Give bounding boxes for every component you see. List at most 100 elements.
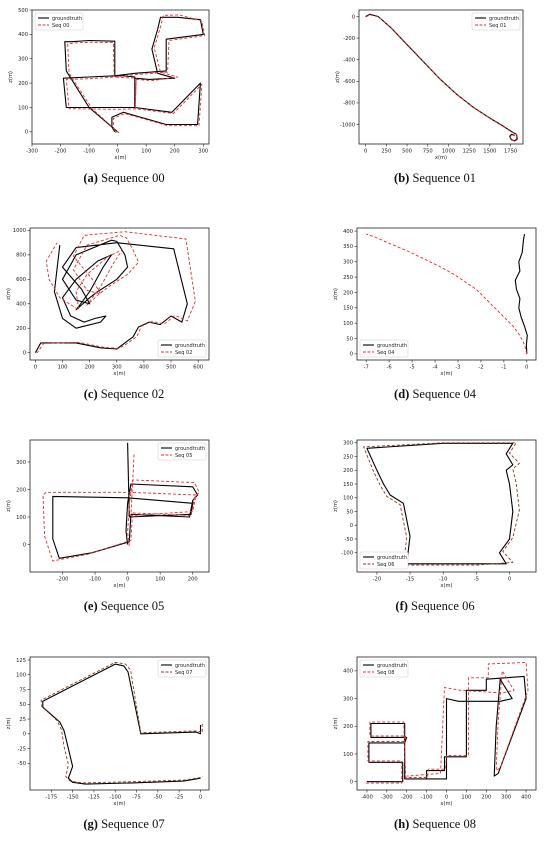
x-tick-label: -200: [401, 795, 413, 801]
x-tick-label: 1750: [504, 149, 517, 155]
y-tick-label: 200: [16, 487, 26, 493]
y-tick-label: 1000: [13, 228, 26, 234]
y-tick-label: -400: [343, 58, 355, 64]
y-tick-label: 200: [343, 724, 353, 730]
x-tick-label: -150: [67, 795, 79, 801]
panel-caption: (g) Sequence 07: [83, 817, 164, 831]
y-tick-label: 300: [343, 260, 353, 266]
x-tick-label: 600: [193, 365, 203, 371]
x-tick-label: -6: [387, 365, 392, 371]
legend-box: [359, 659, 409, 678]
x-tick-label: 1500: [483, 149, 496, 155]
x-tick-label: 200: [481, 795, 491, 801]
x-tick-label: 300: [501, 795, 511, 801]
groundtruth-line: [366, 442, 514, 565]
y-tick-label: 0: [350, 523, 353, 529]
series-group: [365, 662, 529, 784]
caption-label: (d): [394, 387, 409, 401]
legend-label-estimate: Seq 06: [377, 562, 394, 568]
y-tick-label: 300: [343, 441, 353, 447]
x-tick-label: -200: [57, 577, 69, 583]
x-tick-label: 200: [170, 149, 180, 155]
y-tick-label: 75: [19, 687, 26, 693]
x-axis-label: x(m): [440, 371, 452, 377]
x-tick-label: 1250: [463, 149, 476, 155]
y-tick-label: 250: [343, 275, 353, 281]
x-tick-label: 500: [402, 149, 412, 155]
x-tick-label: -50: [154, 795, 162, 801]
y-tick-label: 0: [350, 352, 353, 358]
legend-box: [34, 12, 84, 31]
y-tick-label: 0: [23, 542, 26, 548]
series-group: [34, 231, 196, 354]
x-tick-label: -10: [439, 577, 447, 583]
x-tick-label: -100: [83, 149, 95, 155]
caption-label: (e): [84, 599, 98, 613]
y-tick-label: 200: [16, 326, 26, 332]
y-tick-label: -100: [341, 551, 353, 557]
legend-box: [157, 339, 207, 358]
panel-caption: (f) Sequence 06: [395, 599, 474, 613]
series-group: [365, 13, 519, 142]
groundtruth-line: [42, 663, 202, 785]
y-tick-label: 125: [16, 658, 26, 664]
x-tick-label: -5: [474, 577, 479, 583]
plot-frame: [29, 439, 210, 573]
y-tick-label: 400: [18, 32, 28, 38]
caption-label: (g): [83, 817, 98, 831]
plot-frame: [29, 227, 210, 361]
y-tick-label: 500: [18, 8, 28, 14]
x-tick-label: 200: [188, 577, 198, 583]
caption-text: Sequence 02: [98, 387, 165, 401]
y-axis-label: z(m): [333, 718, 339, 730]
groundtruth-line: [365, 13, 518, 142]
legend-label-estimate: Seq 04: [377, 350, 394, 356]
x-tick-label: -25: [175, 795, 183, 801]
y-tick-label: 600: [16, 277, 26, 283]
legend-label-estimate: Seq 07: [175, 670, 192, 676]
x-tick-label: -3: [455, 365, 460, 371]
y-axis-label: z(m): [333, 288, 339, 300]
y-tick-label: 400: [343, 229, 353, 235]
panel-sequence-01: 0 250 500 750 1000 1250 1500 1750 0 -200 -400 -600 -…: [335, 9, 524, 185]
x-tick-label: 0: [364, 149, 367, 155]
x-axis-label: x(m): [440, 583, 452, 589]
panel-caption: (a) Sequence 00: [83, 171, 164, 185]
panel-caption: (d) Sequence 04: [394, 387, 477, 401]
legend-label-groundtruth: groundtruth: [175, 446, 205, 452]
y-tick-label: 50: [346, 509, 353, 515]
legend-label-groundtruth: groundtruth: [175, 343, 205, 349]
panel-caption: (c) Sequence 02: [84, 387, 165, 401]
y-axis-label: z(m): [8, 71, 14, 83]
x-tick-label: -400: [361, 795, 373, 801]
y-tick-label: -600: [343, 79, 355, 85]
legend-box: [359, 339, 409, 358]
groundtruth-line: [514, 234, 528, 354]
x-tick-label: -5: [409, 365, 414, 371]
plot-frame: [356, 227, 537, 361]
y-tick-label: 0: [350, 779, 353, 785]
x-tick-label: -7: [364, 365, 369, 371]
y-axis-label: z(m): [6, 718, 12, 730]
x-axis-label: x(m): [435, 155, 447, 161]
panel-sequence-02: 0 100 200 300 400 500 600 0 200 400 600 800 1000 x(m)…: [6, 227, 210, 401]
y-tick-label: 50: [19, 702, 26, 708]
caption-label: (b): [394, 171, 409, 185]
x-tick-label: -100: [109, 795, 121, 801]
x-tick-label: 500: [166, 365, 176, 371]
groundtruth-line: [62, 16, 204, 133]
y-tick-label: 100: [16, 515, 26, 521]
x-tick-label: 400: [139, 365, 149, 371]
y-tick-label: 0: [352, 14, 355, 20]
panel-sequence-00: -300 -200 -100 0 100 200 300 0 100 200 300 400 500 x(…: [8, 8, 210, 185]
caption-label: (h): [394, 817, 409, 831]
estimate-line: [365, 662, 529, 784]
x-tick-label: 750: [423, 149, 433, 155]
x-tick-label: 0: [445, 795, 448, 801]
y-tick-label: 0: [23, 732, 26, 738]
legend-label-estimate: Seq 08: [377, 670, 394, 676]
legend-label-groundtruth: groundtruth: [175, 663, 205, 669]
